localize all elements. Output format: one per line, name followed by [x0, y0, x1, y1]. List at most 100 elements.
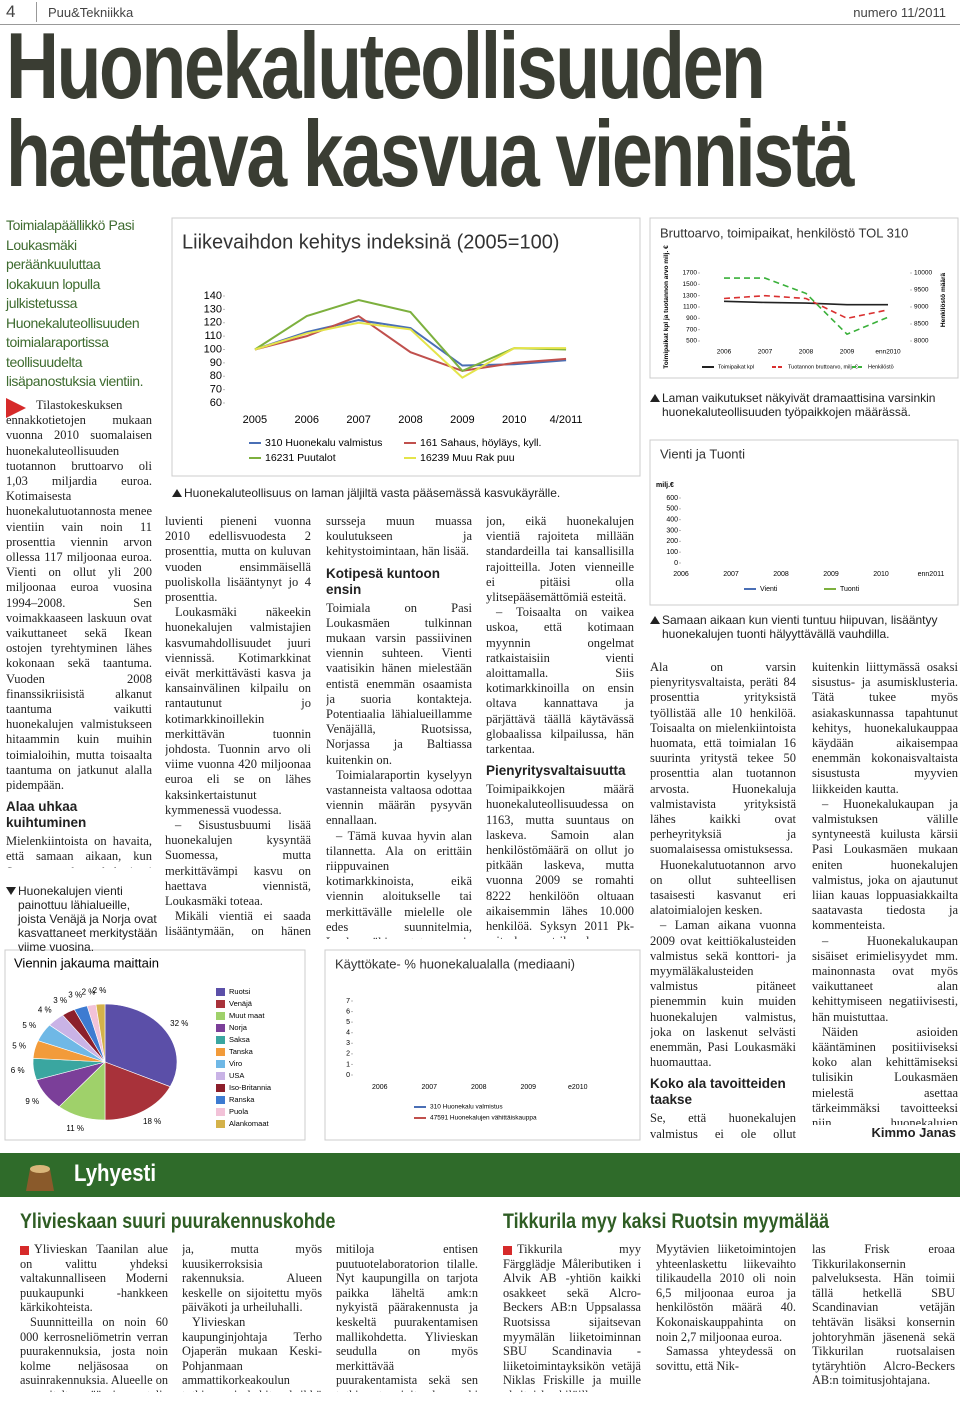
pie-slice: [36, 1061, 107, 1108]
paragraph: mitiloja entisen puutuotelaboratorion ti…: [336, 1242, 478, 1392]
issue: numero 11/2011: [853, 5, 946, 20]
y-tick-label: 1: [346, 1061, 350, 1068]
x-tick-label: 2008: [471, 1084, 487, 1091]
x-tick-label: 2006: [673, 571, 689, 578]
x-tick-label: 2005: [243, 414, 267, 426]
paragraph: Toimialaraportin kyselyyn vastanneista v…: [326, 767, 472, 828]
y-tick-label: 2: [346, 1051, 350, 1058]
legend-swatch: [216, 1108, 225, 1116]
y2-tick-label: 8000: [914, 338, 929, 345]
y-tick-label: 0: [674, 560, 678, 567]
y-tick-label: 80: [210, 370, 222, 382]
y-tick-label: 140: [204, 290, 222, 302]
series-line: [723, 300, 888, 306]
y-tick-label: 1700: [683, 270, 698, 277]
subheading: Kotipesä kuntoon ensin: [326, 565, 440, 597]
legend-label: 161 Sahaus, höyläys, kyll.: [420, 437, 541, 449]
x-tick-label: 2009: [840, 349, 855, 356]
y-axis-label: Toimipaikat kpl ja tuotannon arvo milj. …: [663, 245, 670, 369]
paragraph: Toimiala on Pasi Loukasmäen tulkinnan mu…: [326, 600, 472, 767]
legend-swatch: [216, 1036, 225, 1044]
y2-tick-label: 9500: [914, 287, 929, 294]
y-tick-label: 200: [666, 538, 678, 545]
y-tick-label: 5: [346, 1019, 350, 1026]
legend-label: Puola: [229, 1107, 249, 1116]
paragraph: sursseja muun muassa koulutukseen ja keh…: [326, 514, 472, 559]
legend-swatch: [216, 1000, 225, 1008]
pie-slice: [58, 1061, 106, 1121]
paragraph: Ylivieskan Taanilan alue on valittu yhde…: [20, 1242, 168, 1315]
paragraph: Toimipaikkojen määrä huonekaluteollisuud…: [486, 782, 634, 939]
paragraph: – Laman aikana vuonna 2009 ovat keittiök…: [650, 918, 796, 1070]
caption: Huonekalujen vienti painottuu lähialueil…: [6, 884, 160, 954]
news-title: Ylivieskaan suuri puurakennuskohde: [20, 1210, 336, 1233]
x-tick-label: 2010: [873, 571, 889, 578]
paragraph: Tikkurila myy Färgglädje Måleributiken i…: [503, 1242, 641, 1392]
text-column: Tikkurila myy Färgglädje Måleributiken i…: [503, 1242, 641, 1392]
caption: Laman vaikutukset näkyivät dramaattisina…: [650, 391, 960, 419]
x-tick-label: e2010: [568, 1084, 588, 1091]
y-tick-label: 900: [686, 315, 697, 322]
series-line: [254, 298, 567, 373]
slice-label: 3 %: [68, 990, 82, 999]
slice-label: 11 %: [66, 1124, 84, 1133]
paragraph: jon, eikä huonekalujen vientiä rajoiteta…: [486, 514, 634, 605]
legend-label: Vienti: [760, 586, 778, 593]
slice-label: 2 %: [93, 986, 107, 995]
y-tick-label: 700: [686, 326, 697, 333]
y-tick-label: 500: [666, 506, 678, 513]
pie-slice: [62, 1009, 106, 1063]
text-column: mitiloja entisen puutuotelaboratorion ti…: [336, 1242, 478, 1392]
section-band: [0, 1153, 960, 1197]
stump-icon: [26, 1165, 54, 1191]
slice-label: 9 %: [25, 1097, 39, 1106]
subheading: Pienyritysvaltaisuutta: [486, 763, 626, 779]
pie-slice: [32, 1058, 106, 1081]
y-tick-label: 90: [210, 357, 222, 369]
y-tick-label: 3: [346, 1040, 350, 1047]
legend-label: Iso-Britannia: [229, 1083, 272, 1092]
subheading: Alaa uhkaa kuihtuminen: [6, 799, 87, 831]
page-number: 4: [6, 2, 16, 21]
legend-label: Saksa: [229, 1035, 251, 1044]
news-title: Tikkurila myy kaksi Ruotsin myymälää: [503, 1210, 830, 1233]
x-tick-label: 2008: [773, 571, 789, 578]
x-tick-label: 2009: [520, 1084, 536, 1091]
text-column: Ylivieskan Taanilan alue on valittu yhde…: [20, 1242, 168, 1392]
pie-slice: [37, 1024, 106, 1063]
paragraph: Näiden asioiden kääntäminen positiivisek…: [812, 1024, 958, 1125]
y-tick-label: 60: [210, 397, 222, 409]
paragraph: las Frisk eroaa Tikkurilakonsernin palve…: [812, 1242, 955, 1388]
paragraph: – Huonekalukaupan ja valmistuksen välill…: [812, 796, 958, 933]
x-tick-label: 2010: [502, 414, 526, 426]
chart-frame: [649, 439, 959, 606]
pie-slice: [104, 1061, 171, 1121]
legend-label: Alankomaat: [229, 1119, 270, 1128]
text-column: ja, mutta myös kuusikerroksisia rakennuk…: [182, 1242, 322, 1392]
paragraph: Suunnitteilla on noin 60 000 kerrosneliö…: [20, 1314, 168, 1392]
x-tick-label: 2009: [823, 571, 839, 578]
y-tick-label: 110: [204, 330, 222, 342]
y-tick-label: 4: [346, 1030, 350, 1037]
legend-swatch: [216, 1012, 225, 1020]
legend-swatch: [216, 1060, 225, 1068]
headline: Huonekaluteollisuuden haettava kasvua vi…: [6, 13, 855, 206]
y-tick-label: 7: [346, 998, 350, 1005]
marker: [6, 398, 26, 418]
section-label: Lyhyesti: [74, 1160, 157, 1187]
paragraph: – Toisaalta on vaikea uskoa, että kotima…: [486, 605, 634, 757]
text-column: kuitenkin liittymässä osaksi sisustus- j…: [812, 660, 958, 1125]
legend-swatch: [216, 1120, 225, 1128]
lead: Toimialapäällikkö Pasi Loukasmäki perään…: [6, 217, 144, 389]
x-tick-label: 2007: [758, 349, 773, 356]
series-line: [724, 277, 889, 336]
y2-tick-label: 8500: [914, 321, 929, 328]
chart-frame: [4, 949, 306, 1141]
slice-label: 32 %: [170, 1019, 188, 1028]
chart-frame: [649, 217, 959, 379]
legend-label: 310 Huonekalu valmistus: [430, 1104, 503, 1111]
signature: Kimmo Janas: [871, 1125, 956, 1140]
paragraph: Mikäli vientiä ei saada lisääntymään, on…: [165, 909, 311, 939]
legend-label: Venäjä: [229, 999, 253, 1008]
